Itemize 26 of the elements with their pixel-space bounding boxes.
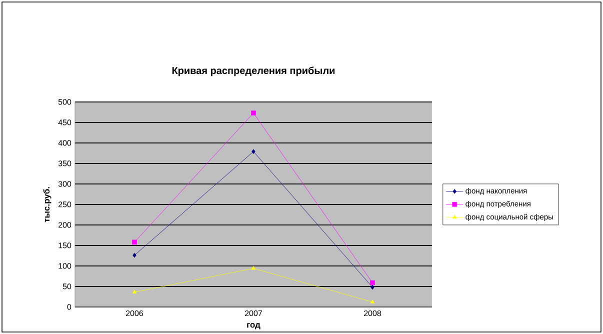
y-tick-label: 50: [62, 284, 72, 290]
y-tick-label: 100: [58, 263, 72, 269]
y-axis-title: тыс.руб.: [43, 187, 52, 222]
point: [370, 280, 375, 286]
y-tick-label: 200: [58, 222, 72, 228]
chart-title: Кривая распределения прибыли: [172, 66, 335, 76]
x-tick-label: 2006: [126, 310, 144, 316]
point: [132, 290, 137, 294]
x-axis-title: год: [247, 322, 260, 330]
y-tick-label: 300: [58, 181, 72, 187]
y-tick-label: 500: [58, 99, 72, 105]
x-tick-label: 2007: [244, 310, 262, 316]
x-tick-label: 2008: [364, 310, 382, 316]
point: [370, 284, 374, 290]
point: [251, 266, 256, 270]
point: [252, 149, 256, 154]
y-tick-label: 400: [58, 140, 72, 146]
point: [251, 110, 256, 116]
point: [132, 252, 136, 258]
point: [370, 300, 375, 304]
y-tick-label: 150: [58, 242, 72, 248]
y-tick-label: 450: [58, 120, 72, 126]
y-tick-label: 0: [67, 304, 72, 310]
point: [132, 240, 137, 245]
y-tick-label: 350: [58, 160, 72, 166]
y-tick-label: 250: [58, 202, 72, 208]
